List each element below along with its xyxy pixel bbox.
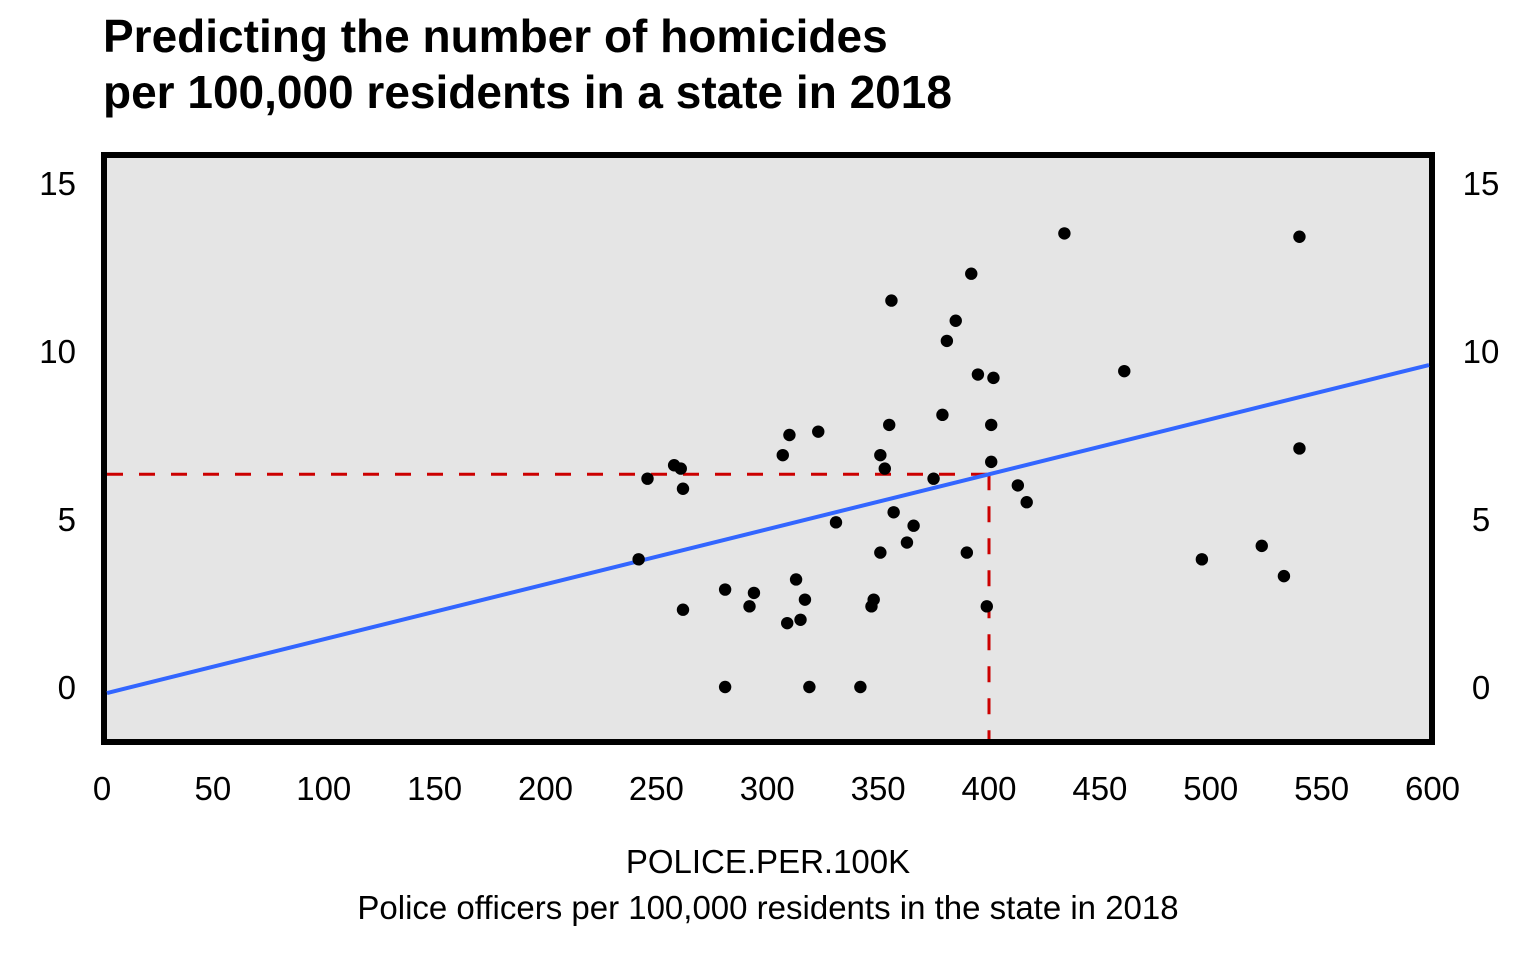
data-point [874, 546, 887, 559]
y-tick-label-right: 5 [1472, 501, 1490, 538]
data-point [1011, 479, 1025, 492]
data-point [960, 546, 974, 559]
x-tick-label: 550 [1294, 770, 1349, 807]
x-axis-title: POLICE.PER.100K Police officers per 100,… [357, 843, 1178, 926]
x-axis-description: Police officers per 100,000 residents in… [357, 889, 1178, 926]
data-point [936, 408, 949, 422]
x-tick-label: 200 [518, 770, 573, 807]
data-point [865, 600, 878, 613]
data-point [987, 371, 1000, 385]
data-point [878, 462, 891, 475]
y-tick-label-right: 0 [1472, 669, 1490, 706]
data-point [674, 462, 687, 475]
x-tick-label: 0 [93, 770, 111, 807]
data-points [632, 227, 1306, 694]
data-point [1293, 442, 1306, 455]
chart-title: Predicting the number of homicides per 1… [103, 10, 952, 118]
data-point [907, 519, 920, 532]
data-point [1020, 496, 1033, 509]
title-line-2: per 100,000 residents in a state in 2018 [103, 66, 952, 118]
data-point [718, 680, 732, 694]
y-tick-label-left: 15 [39, 165, 76, 202]
data-point [887, 506, 900, 519]
data-point [718, 583, 732, 596]
x-tick-label: 350 [851, 770, 906, 807]
data-point [641, 472, 654, 485]
data-point [1058, 227, 1071, 240]
data-point [789, 573, 803, 586]
x-tick-label: 150 [407, 770, 462, 807]
data-point [874, 448, 887, 462]
data-point [1293, 230, 1306, 243]
regression-line-group [106, 363, 1430, 695]
y-tick-label-right: 15 [1463, 165, 1500, 202]
x-tick-label: 100 [296, 770, 351, 807]
data-point [803, 680, 816, 694]
x-tick-label: 250 [629, 770, 684, 807]
data-point [1118, 364, 1131, 378]
x-tick-label: 300 [740, 770, 795, 807]
data-point [1195, 553, 1209, 566]
data-point [1255, 539, 1268, 553]
data-point [743, 600, 756, 613]
data-point [676, 603, 690, 616]
data-point [812, 425, 825, 438]
x-tick-label: 600 [1405, 770, 1460, 807]
data-point [1277, 569, 1291, 583]
data-point [883, 418, 896, 432]
y-tick-label-left: 10 [39, 333, 76, 370]
plot-panel [101, 152, 1435, 745]
x-tick-label: 450 [1072, 770, 1127, 807]
data-point [900, 536, 914, 549]
title-line-1: Predicting the number of homicides [103, 10, 888, 62]
data-point [632, 553, 645, 566]
x-tick-label: 50 [195, 770, 232, 807]
data-point [949, 314, 962, 327]
data-point [794, 613, 807, 626]
data-point [829, 516, 843, 529]
data-point [985, 455, 998, 469]
data-point [798, 593, 812, 606]
y-axis-left-ticks: 0 5 10 15 [39, 165, 76, 706]
data-point [940, 334, 954, 348]
data-point [776, 448, 789, 462]
data-point [854, 680, 867, 694]
y-axis-right-ticks: 0 5 10 15 [1463, 165, 1500, 706]
x-tick-label: 500 [1183, 770, 1238, 807]
data-point [965, 267, 978, 280]
data-point [747, 586, 761, 600]
y-tick-label-right: 10 [1463, 333, 1500, 370]
regression-line [106, 363, 1430, 695]
data-point [971, 368, 985, 381]
data-point [781, 616, 794, 630]
data-point [985, 418, 998, 432]
y-tick-label-left: 5 [58, 501, 76, 538]
data-point [980, 600, 993, 613]
x-axis-variable-name: POLICE.PER.100K [626, 843, 910, 880]
y-tick-label-left: 0 [58, 669, 76, 706]
x-tick-label: 400 [961, 770, 1016, 807]
data-point [927, 472, 940, 485]
data-point [783, 428, 796, 442]
data-point [676, 482, 690, 495]
x-axis-ticks: 0 50 100 150 200 250 300 350 400 450 500 550 600 [93, 770, 1460, 807]
data-point [885, 294, 898, 307]
